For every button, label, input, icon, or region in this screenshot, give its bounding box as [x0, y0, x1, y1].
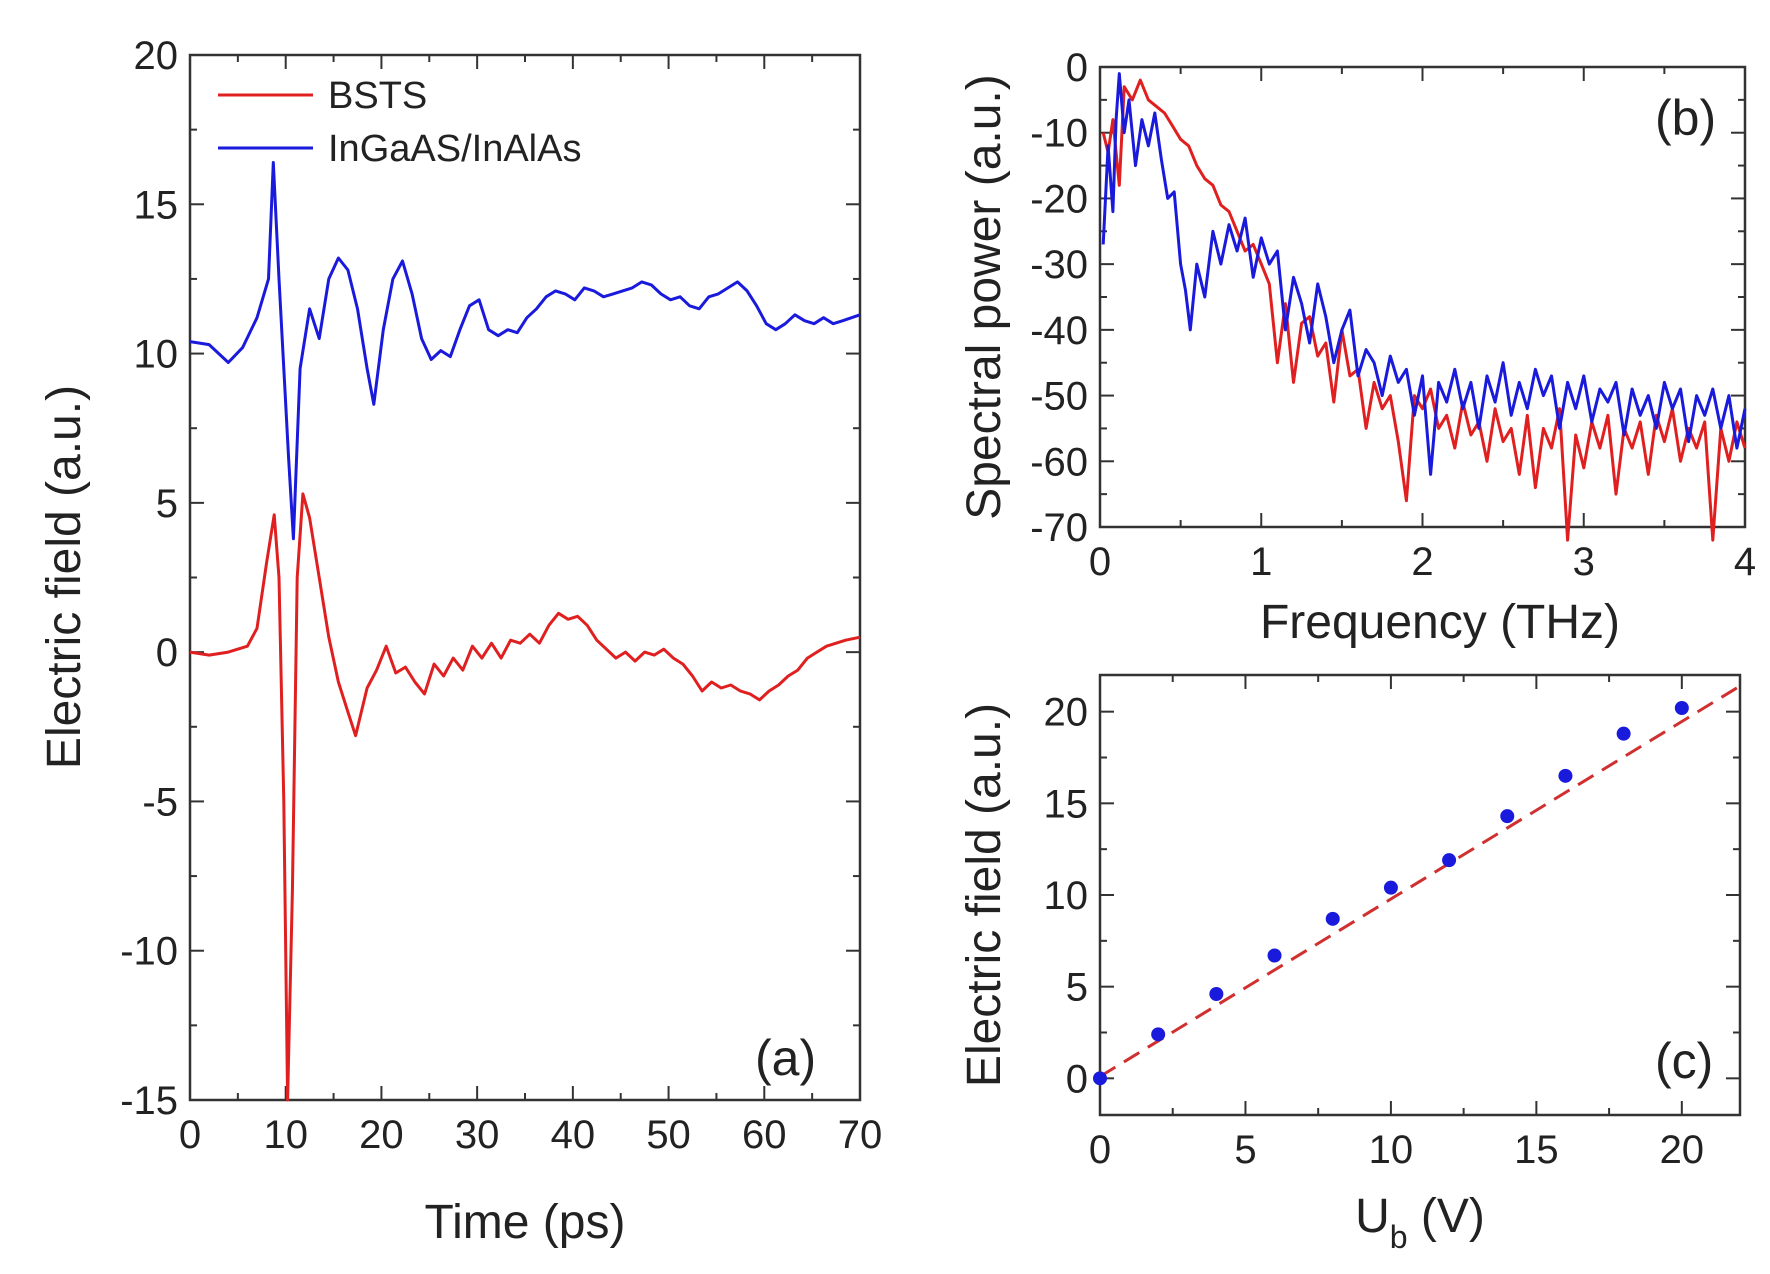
a-xtick-label: 20: [359, 1113, 404, 1157]
panel-c-x-title-unit: (V): [1408, 1190, 1485, 1243]
panel-a-label: (a): [755, 1030, 816, 1086]
c-data-point: [1674, 701, 1689, 715]
b-series-ingaas-inalas: [1101, 72, 1747, 476]
b-ytick-label: -30: [1030, 243, 1088, 287]
b-xtick-label: 3: [1573, 540, 1595, 584]
a-ytick-label: 15: [134, 183, 179, 227]
b-ytick-label: 0: [1066, 46, 1088, 90]
panel-a-y-title: Electric field (a.u.): [38, 385, 91, 769]
c-fit-line: [1099, 684, 1741, 1078]
c-xtick-label: 0: [1089, 1128, 1111, 1172]
a-xtick-label: 0: [179, 1113, 201, 1157]
c-data-point: [1616, 726, 1631, 741]
c-ytick-label: 0: [1066, 1057, 1088, 1101]
c-xtick-label: 20: [1660, 1128, 1705, 1172]
b-series-bsts: [1101, 78, 1747, 542]
a-ytick-label: -15: [120, 1079, 178, 1123]
panel-a-tick-labels: 0 10 20 30 40 50 60 70 -15 -10 -5 0 5 10 15 20: [120, 34, 882, 1157]
panel-a-x-title: Time (ps): [425, 1196, 626, 1249]
a-xtick-label: 60: [742, 1113, 787, 1157]
c-ytick-label: 10: [1044, 874, 1089, 918]
b-xtick-label: 0: [1089, 540, 1111, 584]
a-ytick-label: -5: [142, 780, 178, 824]
b-xtick-label: 4: [1734, 540, 1756, 584]
panel-c-ticks: [1099, 675, 1740, 1115]
panel-b: 0 1 2 3 4 -70 -60 -50 -40 -30 -20 -10 0 (b) Frequenc…: [958, 46, 1756, 649]
c-data-point: [1500, 809, 1515, 824]
b-ytick-label: -60: [1030, 440, 1088, 484]
a-ytick-label: 10: [134, 333, 179, 377]
panel-c-series: [1093, 684, 1741, 1086]
panel-c-frame: [1098, 673, 1742, 1117]
panel-b-tick-labels: 0 1 2 3 4 -70 -60 -50 -40 -30 -20 -10 0: [1030, 46, 1756, 584]
panel-a-series: [189, 161, 861, 1102]
c-data-point: [1267, 948, 1282, 963]
panel-c-x-title-sub: b: [1390, 1219, 1408, 1255]
c-data-point: [1442, 853, 1457, 868]
panel-b-series: [1101, 72, 1747, 542]
panel-c: 0 5 10 15 20 0 5 10 15 20 (c) Ub (V) Electric fie…: [958, 673, 1742, 1255]
panel-c-tick-labels: 0 5 10 15 20 0 5 10 15 20: [1044, 691, 1705, 1172]
a-ytick-label: -10: [120, 930, 178, 974]
a-xtick-label: 50: [646, 1113, 691, 1157]
a-series-ingaas-inalas: [189, 161, 861, 541]
c-xtick-label: 15: [1514, 1128, 1559, 1172]
c-ytick-label: 5: [1066, 966, 1088, 1010]
legend-label-ingaas: InGaAS/InAlAs: [328, 128, 581, 170]
a-series-bsts: [189, 492, 861, 1102]
b-ytick-label: -40: [1030, 309, 1088, 353]
panel-b-frame: [1098, 65, 1747, 529]
a-xtick-label: 30: [455, 1113, 500, 1157]
c-data-point: [1151, 1027, 1166, 1042]
c-data-point: [1093, 1071, 1107, 1086]
b-ytick-label: -70: [1030, 506, 1088, 550]
panel-b-x-title: Frequency (THz): [1260, 596, 1620, 649]
b-ytick-label: -20: [1030, 177, 1088, 221]
b-ytick-label: -10: [1030, 112, 1088, 156]
panel-c-y-title: Electric field (a.u.): [958, 703, 1011, 1087]
legend-label-bsts: BSTS: [328, 75, 427, 117]
panel-b-label: (b): [1655, 90, 1716, 146]
panel-a-legend: BSTS InGaAS/InAlAs: [218, 75, 581, 170]
a-xtick-label: 40: [551, 1113, 596, 1157]
a-ytick-label: 20: [134, 34, 179, 78]
c-ytick-label: 15: [1044, 782, 1089, 826]
b-ytick-label: -50: [1030, 375, 1088, 419]
panel-c-label: (c): [1655, 1033, 1713, 1089]
a-ytick-label: 0: [156, 631, 178, 675]
c-xtick-label: 5: [1234, 1128, 1256, 1172]
panel-a: 0 10 20 30 40 50 60 70 -15 -10 -5 0 5 10 15 20 BSTS InG…: [38, 34, 882, 1249]
panel-a-ticks: [189, 54, 861, 1101]
c-xtick-label: 10: [1369, 1128, 1414, 1172]
b-xtick-label: 1: [1250, 540, 1272, 584]
panel-c-x-title: Ub (V): [1355, 1190, 1485, 1255]
c-data-point: [1558, 768, 1573, 783]
c-data-point: [1383, 880, 1398, 895]
b-xtick-label: 2: [1411, 540, 1433, 584]
a-ytick-label: 5: [156, 482, 178, 526]
panel-b-y-title: Spectral power (a.u.): [958, 74, 1011, 520]
a-xtick-label: 70: [838, 1113, 883, 1157]
c-data-point: [1209, 987, 1224, 1001]
a-xtick-label: 10: [263, 1113, 308, 1157]
panel-b-ticks: [1099, 66, 1746, 528]
c-ytick-label: 20: [1044, 691, 1089, 735]
panel-c-x-title-main: U: [1355, 1190, 1390, 1243]
c-data-point: [1325, 911, 1340, 926]
